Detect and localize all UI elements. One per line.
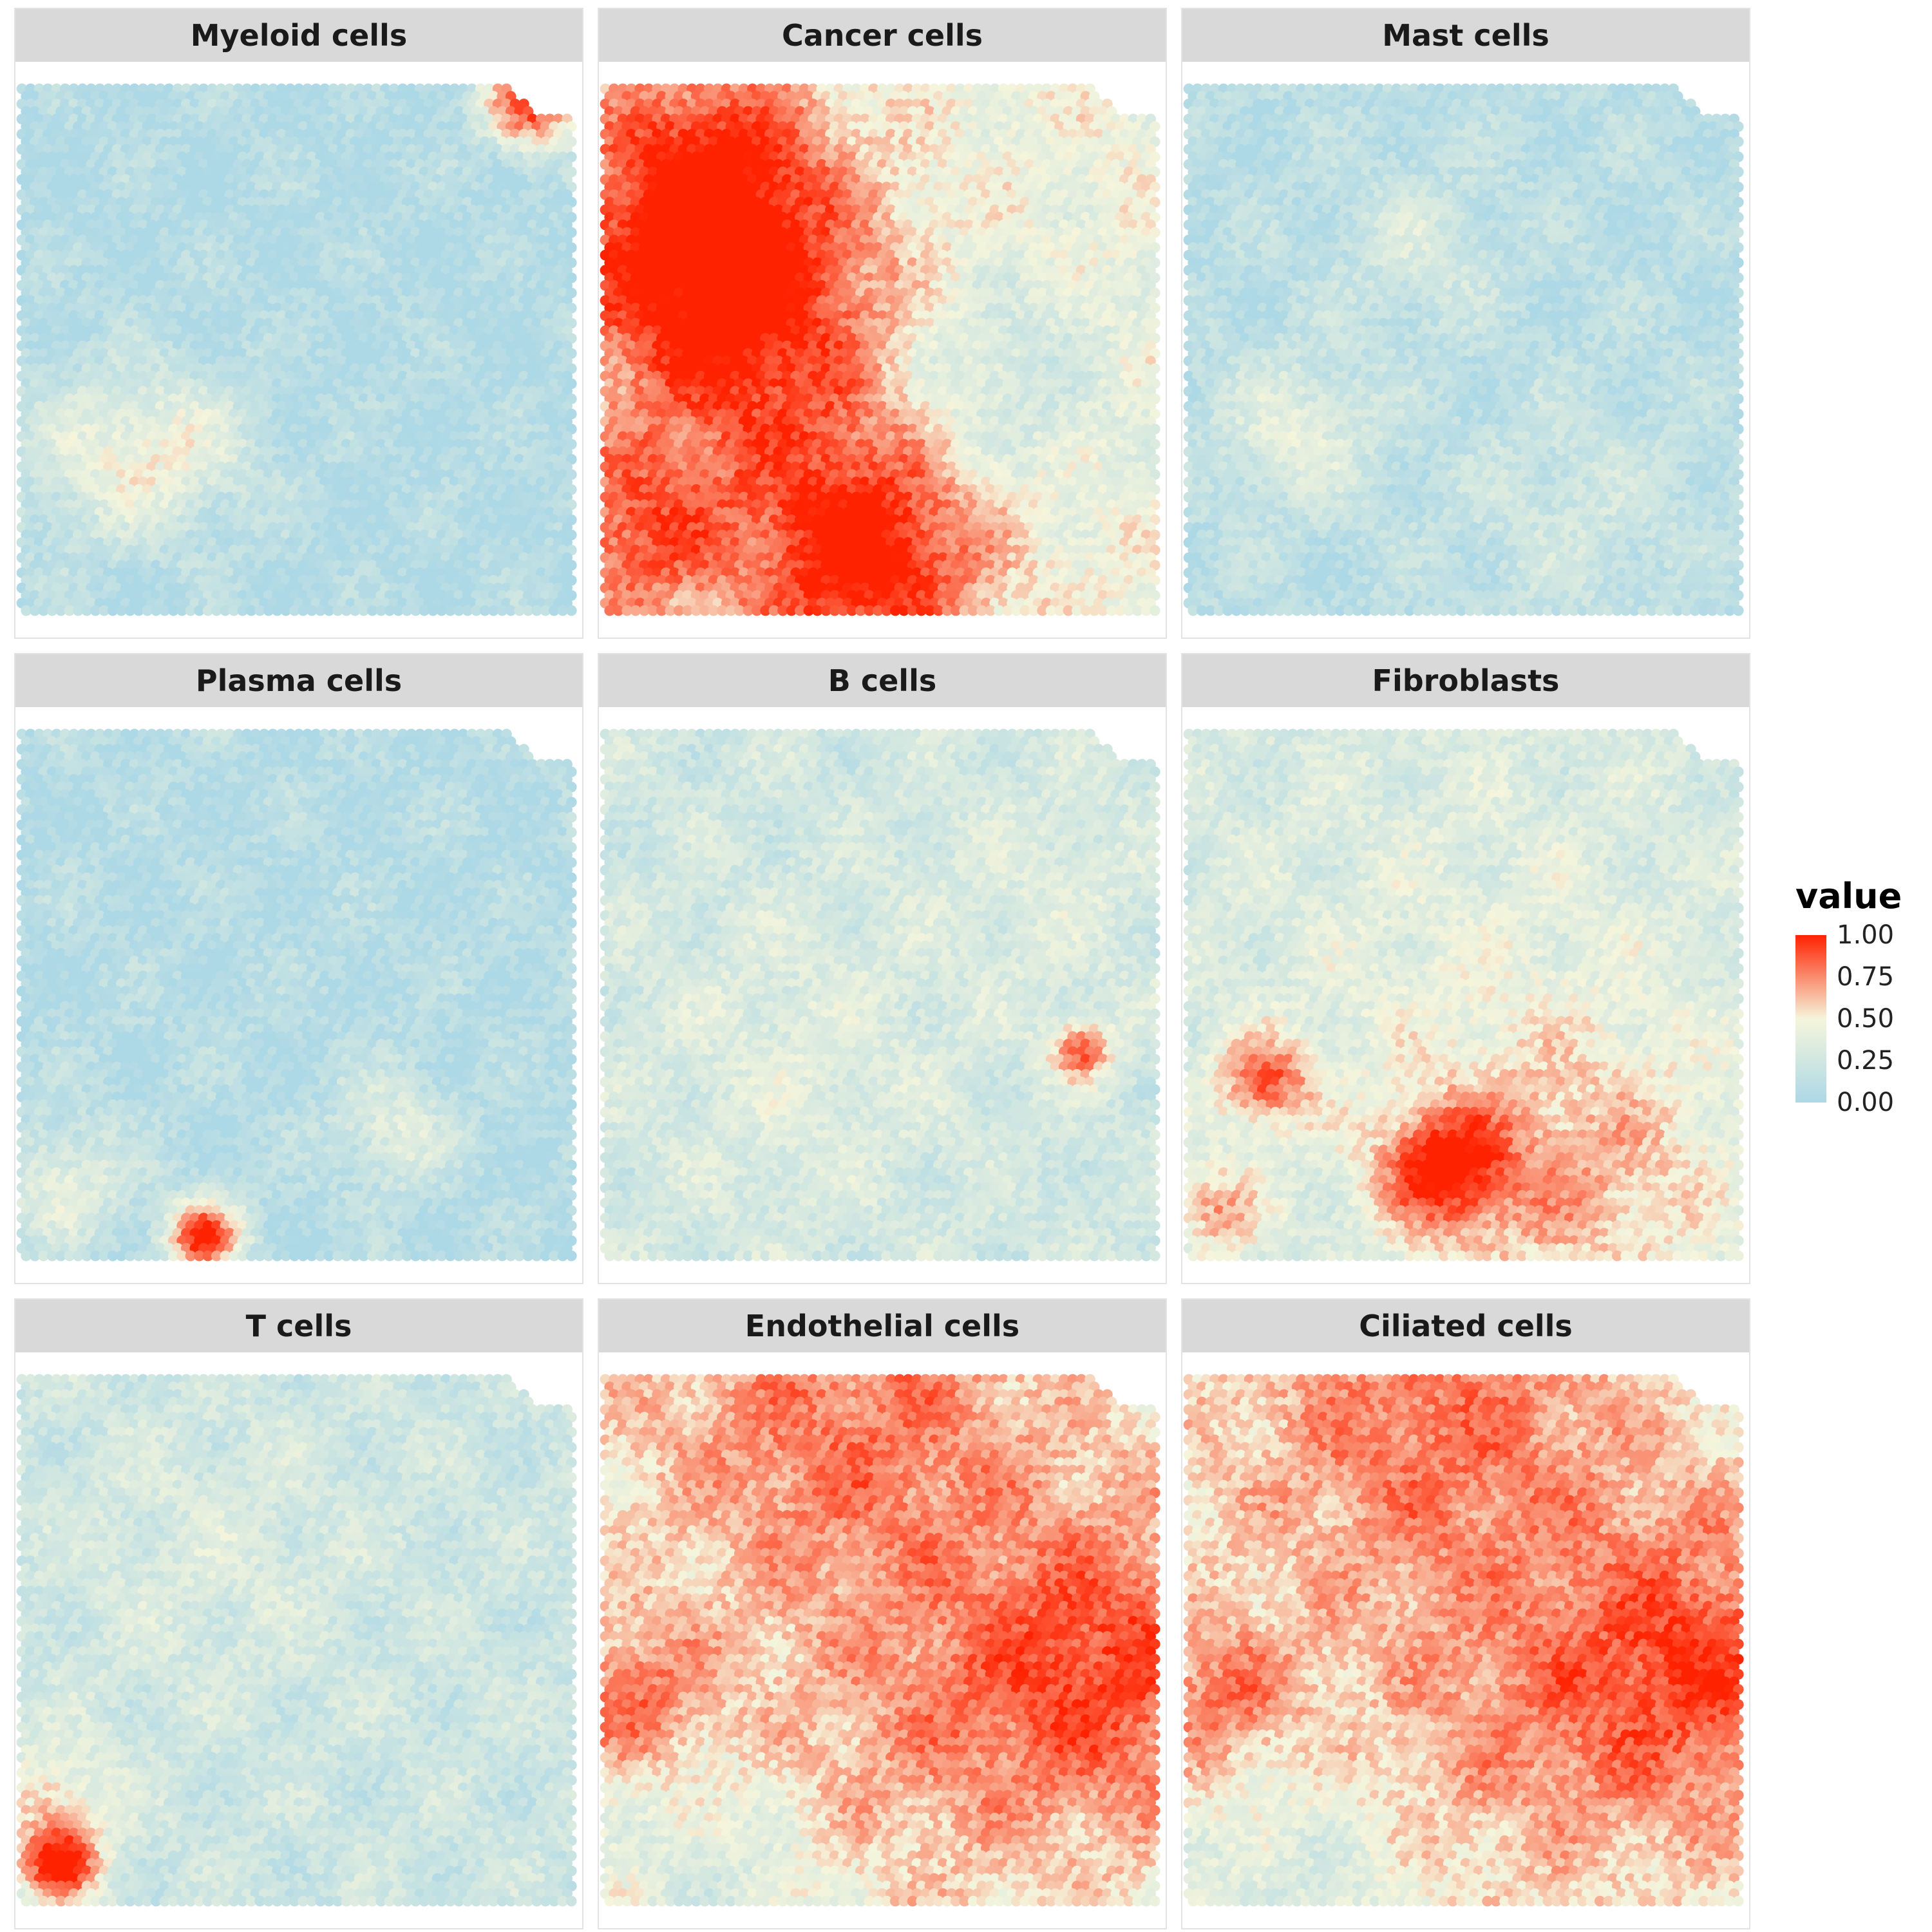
spot-points (1183, 83, 1744, 616)
facet-plot-area (15, 1352, 582, 1928)
spot-points (16, 83, 577, 616)
facet-strip: Ciliated cells (1182, 1300, 1749, 1352)
spot-points (1183, 1374, 1744, 1907)
facet-title: Mast cells (1382, 18, 1549, 53)
facet-title: Myeloid cells (191, 18, 407, 53)
facet-strip: Mast cells (1182, 9, 1749, 62)
legend-tick-0-25: 0.25 (1837, 1048, 1894, 1074)
facet-panel: Mast cells (1181, 8, 1750, 639)
facet-strip: Fibroblasts (1182, 654, 1749, 707)
facet-panel: B cells (598, 653, 1167, 1284)
facet-panel: Myeloid cells (14, 8, 583, 639)
spot-map (1183, 728, 1744, 1262)
legend-tick-0-5: 0.50 (1837, 1006, 1894, 1032)
spot-map (600, 728, 1160, 1262)
facet-panel: Plasma cells (14, 653, 583, 1284)
facet-strip: B cells (599, 654, 1166, 707)
spot-map (16, 728, 577, 1262)
facet-strip: Plasma cells (15, 654, 582, 707)
facet-plot-area (1182, 707, 1749, 1283)
legend-tick-0: 0.00 (1837, 1090, 1894, 1115)
facet-panel: Endothelial cells (598, 1298, 1167, 1929)
facet-panel: Ciliated cells (1181, 1298, 1750, 1929)
legend: value 1.00 0.75 0.50 0.25 0.00 (1795, 876, 1924, 1133)
spot-map (1183, 1374, 1744, 1907)
spot-map (600, 1374, 1160, 1907)
spot-map (600, 83, 1160, 616)
facet-title: Fibroblasts (1372, 663, 1560, 698)
legend-colorbar (1795, 935, 1826, 1103)
spot-points (16, 1374, 577, 1907)
facet-title: Plasma cells (196, 663, 402, 698)
facet-title: T cells (246, 1309, 352, 1343)
spot-points (1183, 728, 1744, 1262)
spot-points (600, 1374, 1160, 1907)
facet-plot-area (599, 707, 1166, 1283)
facet-panel: T cells (14, 1298, 583, 1929)
spot-points (16, 728, 577, 1262)
facet-strip: T cells (15, 1300, 582, 1352)
spot-map (1183, 83, 1744, 616)
facet-plot-area (1182, 62, 1749, 638)
facet-plot-area (599, 1352, 1166, 1928)
facet-plot-area (15, 62, 582, 638)
facet-panel: Cancer cells (598, 8, 1167, 639)
legend-title: value (1795, 876, 1902, 916)
spot-map (16, 1374, 577, 1907)
facet-strip: Endothelial cells (599, 1300, 1166, 1352)
facet-title: Ciliated cells (1359, 1309, 1573, 1343)
facet-plot-area (15, 707, 582, 1283)
legend-tick-0-75: 0.75 (1837, 964, 1894, 990)
facet-title: Endothelial cells (745, 1309, 1019, 1343)
spot-map (16, 83, 577, 616)
spot-points (600, 728, 1160, 1262)
facet-strip: Cancer cells (599, 9, 1166, 62)
facet-title: B cells (828, 663, 936, 698)
spot-points (600, 83, 1160, 616)
legend-tick-1: 1.00 (1837, 922, 1894, 948)
facet-title: Cancer cells (782, 18, 983, 53)
facet-plot-area (1182, 1352, 1749, 1928)
facet-panel: Fibroblasts (1181, 653, 1750, 1284)
facet-strip: Myeloid cells (15, 9, 582, 62)
facet-plot-area (599, 62, 1166, 638)
